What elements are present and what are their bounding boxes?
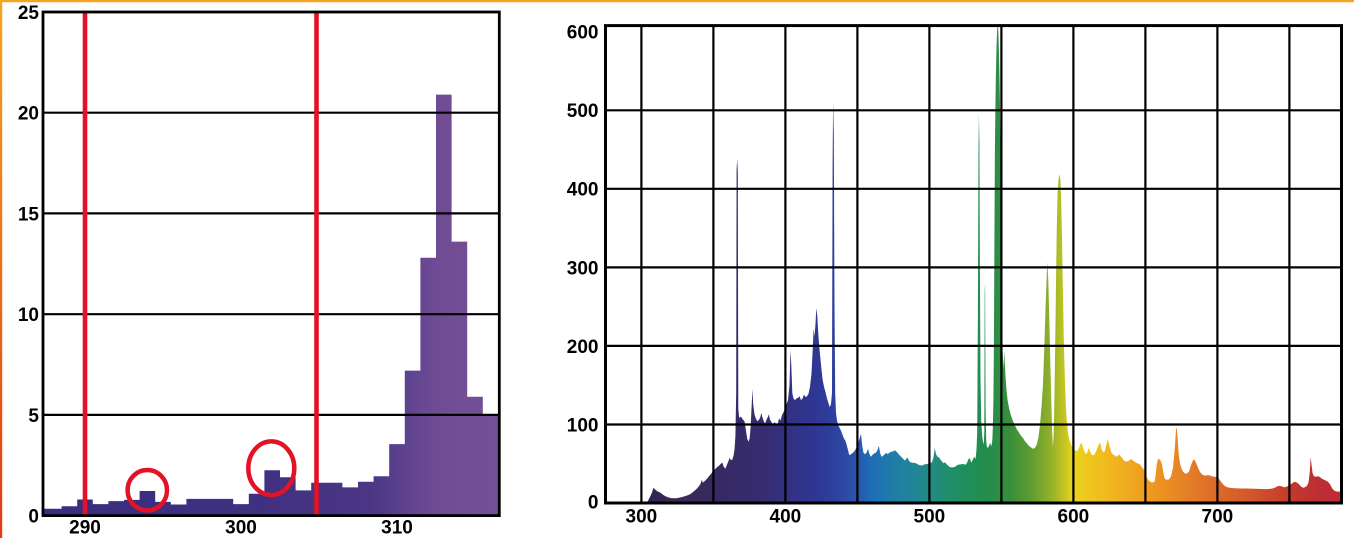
svg-text:200: 200 <box>567 337 599 358</box>
svg-text:310: 310 <box>381 517 413 538</box>
svg-text:15: 15 <box>18 204 40 225</box>
svg-text:600: 600 <box>567 23 599 44</box>
svg-text:400: 400 <box>567 180 599 201</box>
svg-text:400: 400 <box>770 506 802 527</box>
svg-text:290: 290 <box>69 517 101 538</box>
svg-text:600: 600 <box>1058 506 1090 527</box>
svg-text:100: 100 <box>567 415 599 436</box>
svg-text:500: 500 <box>567 101 599 122</box>
svg-text:300: 300 <box>225 517 257 538</box>
svg-text:300: 300 <box>567 258 599 279</box>
svg-text:10: 10 <box>18 305 39 326</box>
svg-text:700: 700 <box>1202 506 1234 527</box>
svg-text:0: 0 <box>28 507 39 528</box>
svg-text:300: 300 <box>626 506 658 527</box>
svg-text:500: 500 <box>914 506 946 527</box>
svg-text:25: 25 <box>18 3 40 24</box>
svg-text:0: 0 <box>588 492 599 513</box>
svg-text:20: 20 <box>18 104 39 125</box>
svg-text:5: 5 <box>28 406 39 427</box>
